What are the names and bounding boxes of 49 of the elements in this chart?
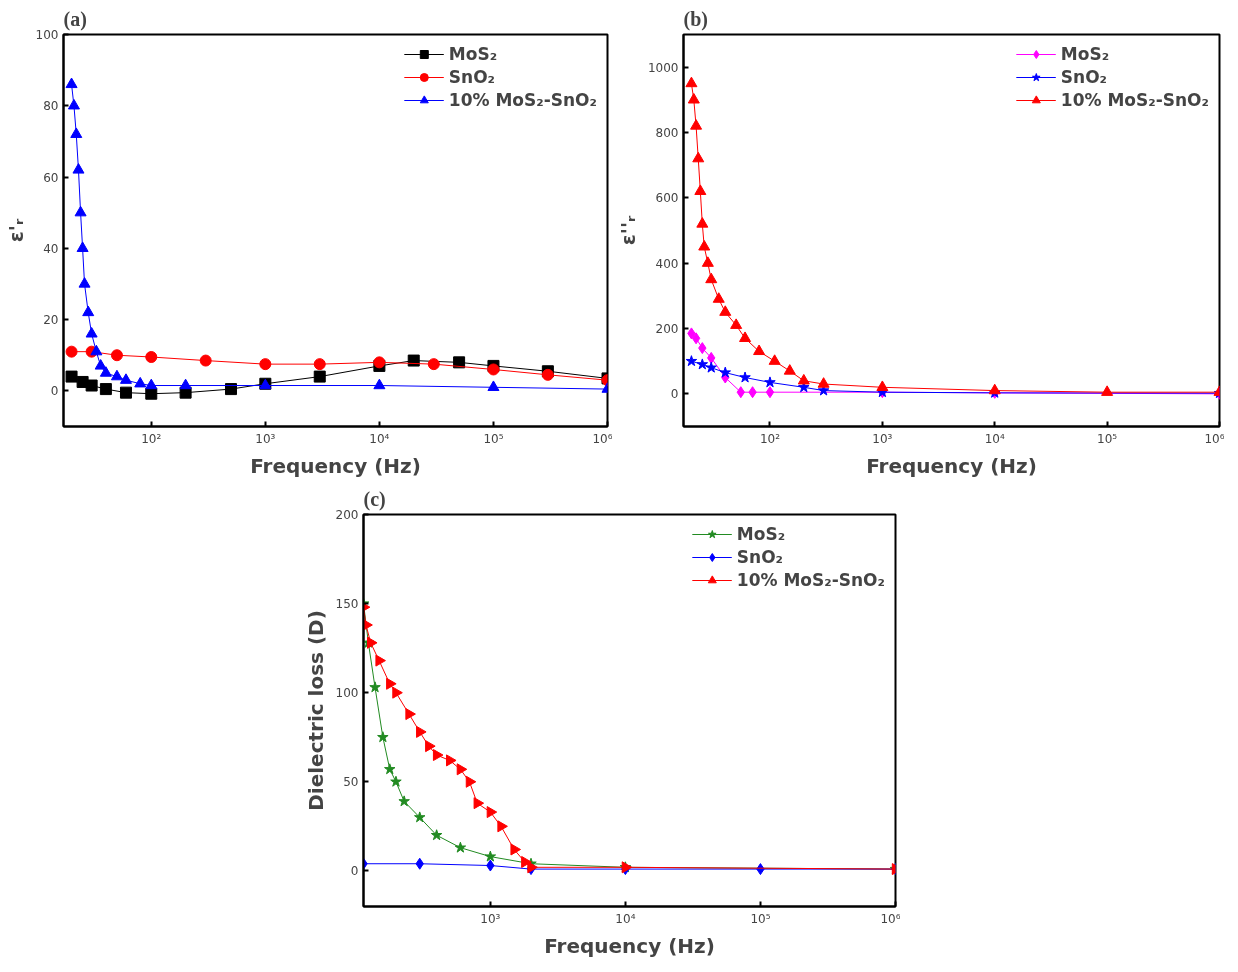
- x-tick-label: 10³: [872, 431, 893, 446]
- legend-label: MoS₂: [448, 44, 498, 64]
- x-tick-label: 10⁴: [984, 431, 1005, 446]
- text: (a): [63, 7, 87, 31]
- x-axis-title: Frequency (Hz): [250, 453, 421, 478]
- legend-label: 10% MoS₂-SnO₂: [1060, 90, 1209, 110]
- y-tick-label: 100: [335, 686, 359, 701]
- y-tick-label: 40: [43, 241, 59, 256]
- x-tick-label: 10²: [759, 431, 781, 446]
- legend-label: SnO₂: [1060, 67, 1108, 87]
- x-tick-label: 10⁶: [592, 431, 613, 446]
- x-tick-label: 10⁶: [1204, 431, 1225, 446]
- x-tick-label: 10⁵: [750, 911, 771, 926]
- x-tick-label: 10²: [141, 431, 162, 446]
- y-axis-title: Dielectric loss (D): [303, 610, 328, 811]
- legend-label: MoS₂: [736, 524, 786, 544]
- legend-label: SnO₂: [448, 67, 496, 87]
- y-tick-label: 20: [43, 313, 59, 328]
- y-tick-label: 100: [35, 28, 59, 42]
- y-axis-title: ε'ᵣ: [3, 218, 28, 243]
- x-tick-label: 10⁵: [483, 431, 504, 446]
- y-tick-label: 200: [655, 322, 679, 336]
- x-axis-title: Frequency (Hz): [544, 933, 715, 958]
- x-tick-label: 10³: [255, 431, 276, 446]
- legend-label: 10% MoS₂-SnO₂: [448, 90, 597, 110]
- x-axis-title: Frequency (Hz): [866, 453, 1037, 478]
- y-tick-label: 800: [655, 126, 679, 140]
- y-tick-label: 150: [335, 597, 359, 612]
- x-tick-label: 10⁴: [369, 431, 390, 446]
- y-tick-label: 60: [43, 170, 59, 185]
- y-tick-label: 0: [670, 387, 679, 402]
- y-tick-label: 400: [655, 256, 679, 271]
- legend-label: SnO₂: [736, 547, 784, 567]
- y-axis-title: ε''ᵣ: [615, 214, 640, 246]
- x-tick-label: 10³: [480, 911, 501, 926]
- x-tick-label: 10⁴: [615, 911, 636, 926]
- text: (b): [683, 7, 708, 31]
- y-tick-label: 0: [350, 864, 359, 879]
- text: (c): [363, 487, 386, 511]
- x-tick-label: 10⁶: [880, 911, 901, 926]
- y-tick-label: 80: [43, 99, 59, 114]
- legend-label: 10% MoS₂-SnO₂: [736, 570, 885, 590]
- y-tick-label: 600: [655, 191, 679, 206]
- x-tick-label: 10⁵: [1097, 431, 1118, 446]
- y-tick-label: 0: [50, 384, 59, 399]
- y-tick-label: 50: [343, 775, 359, 790]
- legend-label: MoS₂: [1060, 44, 1110, 64]
- y-tick-label: 1000: [647, 60, 679, 75]
- y-tick-label: 200: [335, 508, 359, 522]
